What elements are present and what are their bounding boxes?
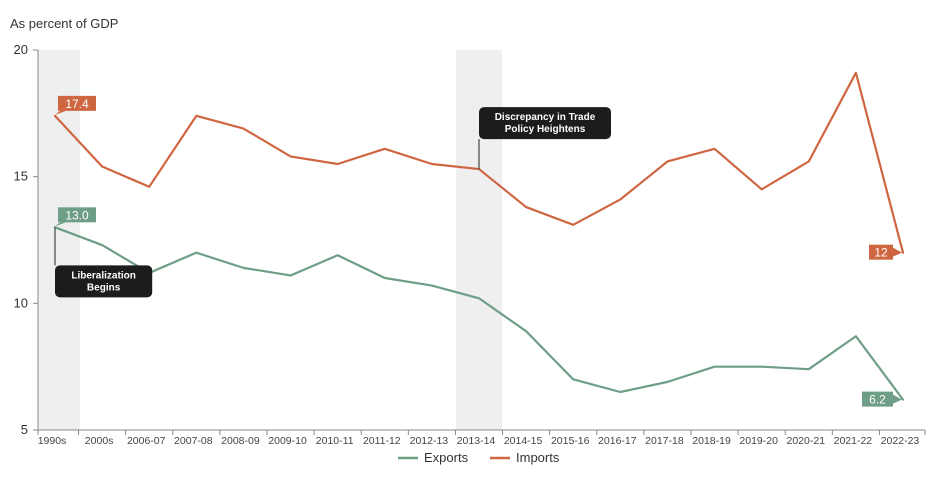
x-tick-label-2007-08: 2007-08 (174, 435, 213, 447)
x-tick-label-1990s: 1990s (38, 435, 67, 447)
value-label-box (869, 244, 893, 260)
value-label-text: 17.4 (65, 97, 89, 111)
y-tick-label-20: 20 (14, 42, 28, 57)
x-tick-label-2022-23: 2022-23 (881, 435, 920, 447)
annotation-box (55, 265, 153, 298)
value-label-box (58, 207, 96, 223)
y-tick-label-10: 10 (14, 295, 28, 310)
x-tick-label-2017-18: 2017-18 (645, 435, 684, 447)
x-tick-label-2008-09: 2008-09 (221, 435, 260, 447)
legend-label-imports: Imports (516, 450, 560, 465)
x-tick-label-2019-20: 2019-20 (739, 435, 778, 447)
value-label-text: 13.0 (65, 208, 89, 222)
axes (37, 50, 925, 431)
value-label-box (58, 95, 96, 111)
x-tick-label-2000s: 2000s (85, 435, 114, 447)
y-axis-title: As percent of GDP (10, 16, 118, 31)
value-labels: 17.4 13.0 12 6.2 (55, 95, 902, 407)
legend: Exports Imports (398, 450, 560, 465)
annotation-text-line: Policy Heightens (505, 124, 586, 135)
value-label-pointer (55, 222, 66, 227)
x-tick-label-2015-16: 2015-16 (551, 435, 590, 447)
x-tick-label-2014-15: 2014-15 (504, 435, 543, 447)
legend-item-exports: Exports (398, 450, 469, 465)
value-label-pointer (893, 394, 902, 404)
y-tick-label-15: 15 (14, 169, 28, 184)
x-tick-label-2009-10: 2009-10 (268, 435, 307, 447)
y-ticks: 5 10 15 20 (14, 42, 38, 437)
value-label-exports-2022-23: 6.2 (862, 391, 902, 407)
x-tick-label-2010-11: 2010-11 (316, 435, 354, 447)
x-tick-label-2020-21: 2020-21 (787, 435, 826, 447)
x-tick-label-2018-19: 2018-19 (692, 435, 731, 447)
legend-item-imports: Imports (490, 450, 560, 465)
shaded-period-2013-14 (456, 50, 502, 430)
value-label-pointer (55, 110, 66, 115)
x-tick-label-2016-17: 2016-17 (598, 435, 637, 447)
value-label-exports-1990s: 13.0 (55, 207, 96, 227)
value-label-imports-2022-23: 12 (869, 244, 902, 260)
legend-label-exports: Exports (424, 450, 469, 465)
x-tick-label-2011-12: 2011-12 (363, 435, 401, 447)
x-tick-label-2013-14: 2013-14 (457, 435, 496, 447)
x-tick-label-2006-07: 2006-07 (127, 435, 166, 447)
y-tick-label-5: 5 (21, 422, 28, 437)
annotation-text-line: Discrepancy in Trade (495, 112, 596, 123)
annotation-text-line: Begins (87, 282, 121, 293)
value-label-imports-1990s: 17.4 (55, 95, 96, 115)
shaded-periods (38, 50, 502, 430)
value-label-box (862, 391, 893, 407)
x-ticks: 1990s 2000s 2006-07 2007-08 2008-09 2009-10 20… (37, 430, 926, 447)
value-label-text: 12 (874, 246, 888, 260)
x-tick-label-2021-22: 2021-22 (834, 435, 873, 447)
x-tick-label-2012-13: 2012-13 (410, 435, 449, 447)
annotation-text-line: Liberalization (71, 270, 135, 281)
value-label-pointer (893, 247, 902, 257)
value-label-text: 6.2 (869, 393, 886, 407)
annotation-box (479, 107, 611, 140)
